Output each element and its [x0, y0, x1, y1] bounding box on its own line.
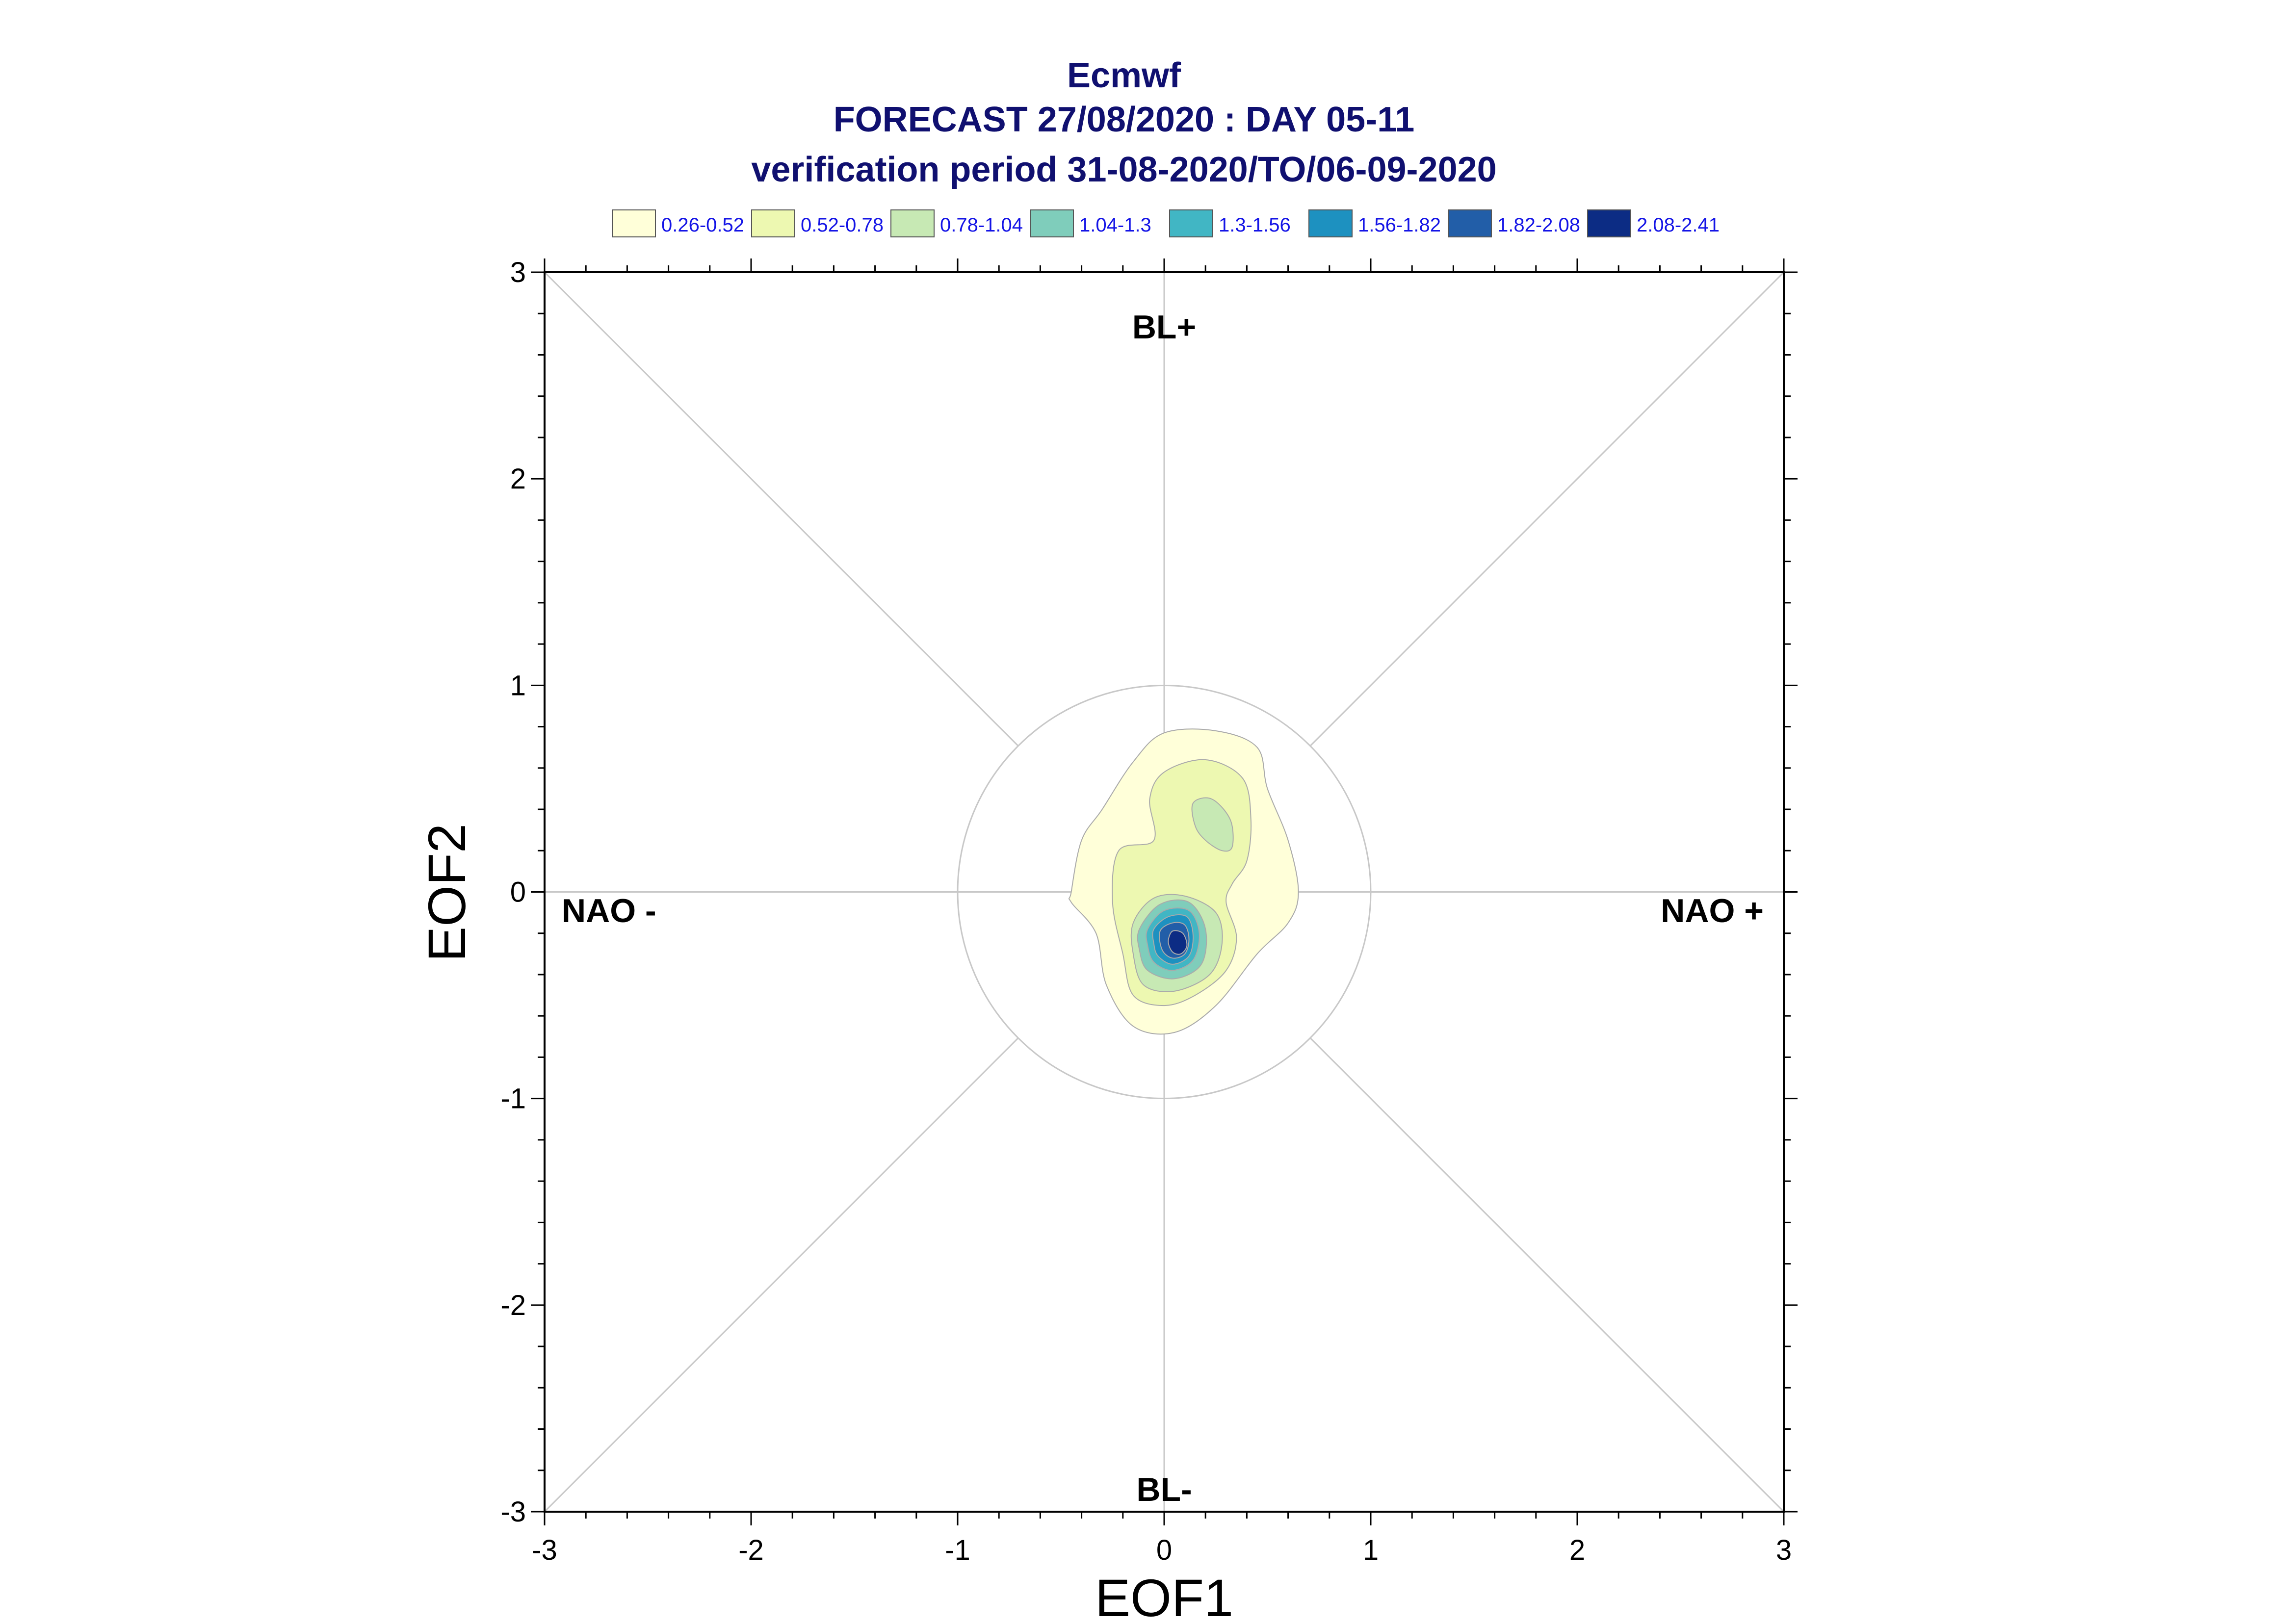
legend-label: 0.52-0.78 [801, 214, 884, 236]
legend-swatch [1448, 209, 1492, 237]
y-tick-label: -1 [500, 1083, 526, 1115]
title-line-1: Ecmwf [1067, 56, 1181, 95]
regime-label-nao-minus: NAO - [562, 892, 656, 929]
axis-ticks: -3 -2 -1 0 1 2 3 -3 -2 -1 0 1 2 3 [500, 257, 1798, 1566]
legend-label: 1.04-1.3 [1079, 214, 1151, 236]
legend-swatch [1587, 209, 1631, 237]
chart-title: Ecmwf FORECAST 27/08/2020 : DAY 05-11 ve… [751, 56, 1496, 189]
legend-label: 1.56-1.82 [1358, 214, 1441, 236]
legend-label: 1.3-1.56 [1219, 214, 1291, 236]
contour-2.08-2.41 [1168, 930, 1188, 955]
legend-label: 2.08-2.41 [1637, 214, 1720, 236]
x-tick-label: 2 [1569, 1534, 1585, 1566]
y-tick-label: 2 [510, 463, 526, 495]
x-tick-label: 0 [1156, 1534, 1172, 1566]
y-tick-label: 0 [510, 876, 526, 908]
legend-swatch [612, 209, 656, 237]
legend-swatch [1308, 209, 1353, 237]
y-tick-label: -2 [500, 1289, 526, 1321]
color-legend: 0.26-0.52 0.52-0.78 0.78-1.04 1.04-1.3 1.3-1… [612, 209, 1720, 237]
plot-area: -3 -2 -1 0 1 2 3 -3 -2 -1 0 1 2 3 [500, 257, 1798, 1566]
y-tick-label: 1 [510, 670, 526, 701]
legend-label: 0.78-1.04 [940, 214, 1023, 236]
legend-swatch [890, 209, 935, 237]
x-tick-label: -1 [945, 1534, 970, 1566]
regime-label-bl-minus: BL- [1136, 1471, 1192, 1508]
legend-swatch [1030, 209, 1074, 237]
x-tick-label: 1 [1363, 1534, 1379, 1566]
diagonal-line [544, 1037, 1019, 1513]
diagonal-line [1309, 1037, 1785, 1513]
x-axis-title: EOF1 [1095, 1568, 1233, 1624]
reference-lines [544, 271, 1785, 1513]
y-tick-label: -3 [500, 1496, 526, 1528]
legend-swatch [751, 209, 795, 237]
contour-0.78-1.04 [1191, 797, 1234, 852]
y-axis-title: EOF2 [417, 824, 476, 962]
diagonal-line [1309, 271, 1785, 747]
x-tick-label: -3 [532, 1534, 557, 1566]
y-tick-label: 3 [510, 257, 526, 288]
title-line-3: verification period 31-08-2020/TO/06-09-… [751, 150, 1496, 189]
regime-label-bl-plus: BL+ [1132, 309, 1196, 346]
legend-label: 1.82-2.08 [1497, 214, 1580, 236]
x-tick-label: 3 [1776, 1534, 1792, 1566]
density-contours [1068, 728, 1299, 1035]
diagonal-line [544, 271, 1019, 747]
legend-swatch [1169, 209, 1213, 237]
unit-circle [957, 685, 1372, 1099]
title-line-2: FORECAST 27/08/2020 : DAY 05-11 [834, 100, 1415, 139]
legend-label: 0.26-0.52 [661, 214, 744, 236]
regime-label-nao-plus: NAO + [1661, 892, 1764, 929]
x-tick-label: -2 [738, 1534, 764, 1566]
